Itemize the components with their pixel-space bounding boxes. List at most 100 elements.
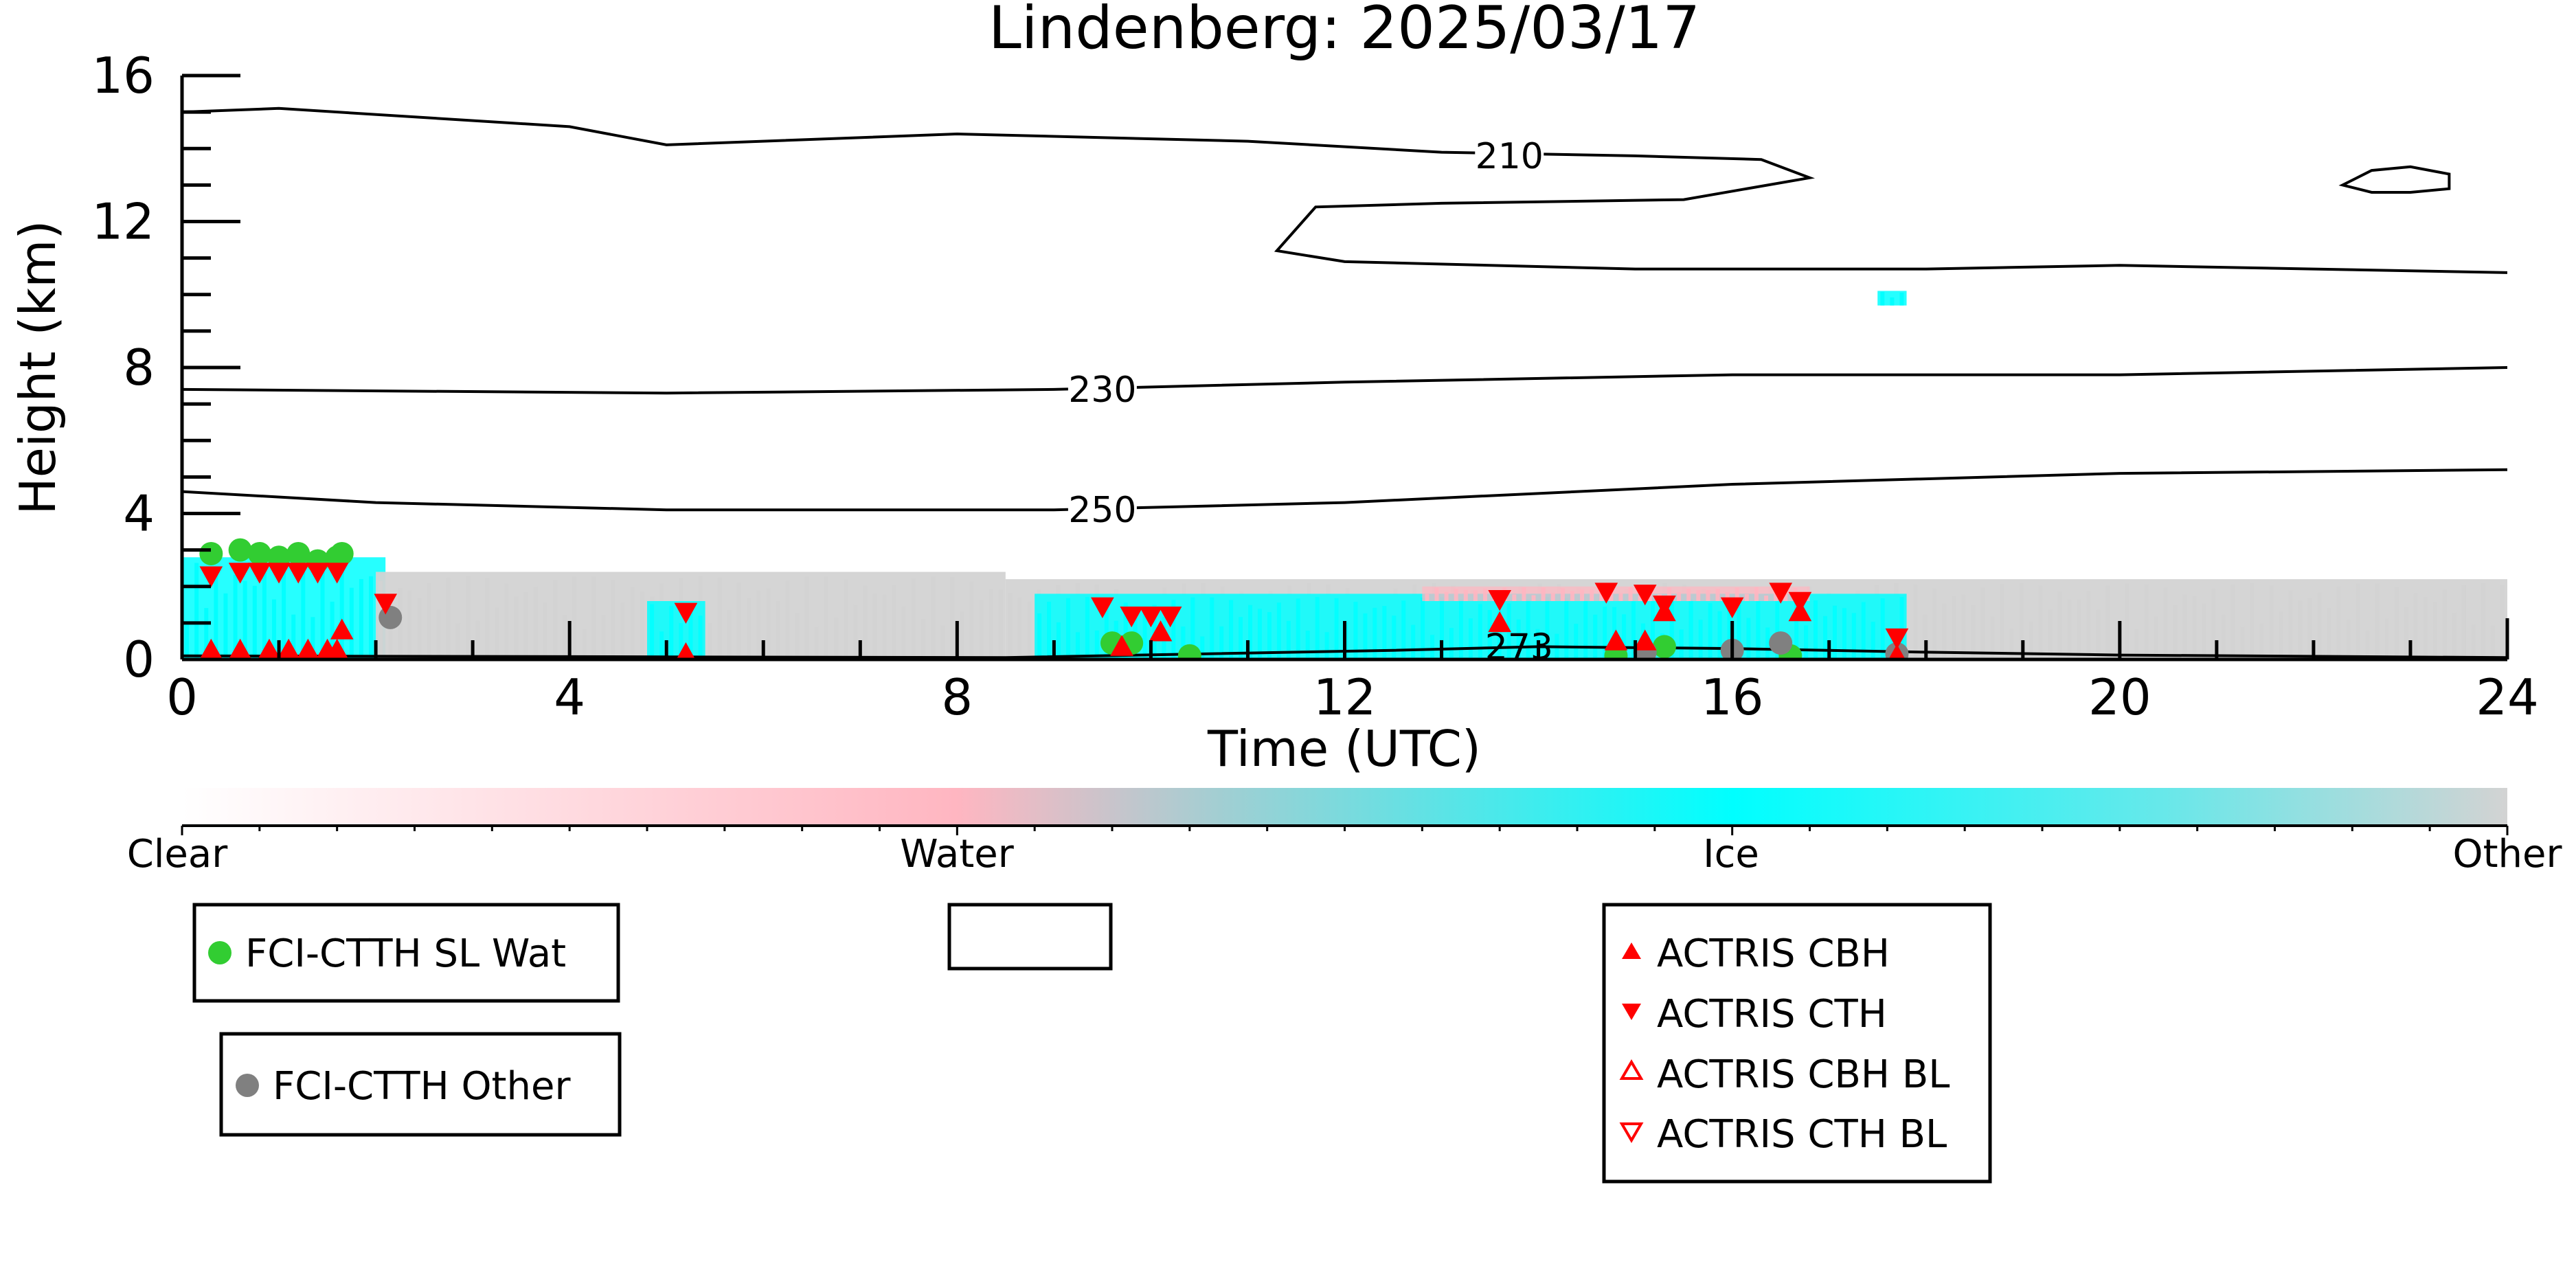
contour-line bbox=[182, 366, 2507, 395]
marker-point bbox=[1594, 583, 1618, 604]
marker-point bbox=[674, 602, 698, 624]
legend-marker-cbh-bl-icon bbox=[1619, 1059, 1644, 1080]
cloud-streak bbox=[1932, 588, 1937, 659]
cloud-streak bbox=[1775, 597, 1780, 659]
cloud-streak bbox=[417, 598, 422, 659]
marker-point bbox=[330, 618, 354, 640]
cloud-streak bbox=[1382, 606, 1387, 659]
cloud-streak bbox=[1487, 610, 1492, 659]
marker-point bbox=[1653, 596, 1676, 617]
marker-point bbox=[1149, 620, 1173, 642]
cloud-streak bbox=[2182, 594, 2187, 659]
cloud-streak bbox=[455, 623, 460, 659]
legend-fci-wat: FCI-CTTH SL Wat bbox=[192, 903, 620, 1003]
cloud-streak bbox=[630, 587, 635, 659]
cloud-streak bbox=[863, 585, 868, 659]
cloud-streak bbox=[853, 605, 858, 659]
cloud-streak bbox=[1248, 605, 1253, 659]
cloud-streak bbox=[2452, 613, 2456, 659]
cloud-streak bbox=[1618, 593, 1623, 601]
legend-actris: ACTRIS CBH ACTRIS CTH ACTRIS CBH BL ACTR… bbox=[1602, 903, 1992, 1184]
cloud-streak bbox=[2442, 589, 2447, 659]
cloud-streak bbox=[882, 594, 887, 659]
cloud-streak bbox=[950, 577, 955, 659]
contour-label: 210 bbox=[1476, 136, 1544, 177]
cloud-streak bbox=[1990, 616, 1995, 659]
cloud-streak bbox=[2394, 587, 2399, 659]
cloud-block-ice bbox=[647, 601, 705, 659]
cloud-streak bbox=[1512, 594, 1517, 601]
cloud-streak bbox=[1715, 589, 1720, 601]
contour-label: 273 bbox=[1485, 626, 1553, 668]
marker-point bbox=[199, 541, 223, 565]
cloud-streak bbox=[2240, 626, 2245, 659]
cloud-streak bbox=[834, 617, 839, 659]
cloud-streak bbox=[1434, 587, 1439, 601]
cloud-streak bbox=[1430, 635, 1435, 659]
cloud-streak bbox=[1324, 632, 1329, 659]
y-axis-label: Height (km) bbox=[9, 221, 67, 515]
cloud-streak bbox=[2192, 596, 2197, 659]
marker-point bbox=[325, 563, 349, 584]
cloud-streak bbox=[1468, 618, 1473, 659]
cloud-streak bbox=[892, 585, 896, 659]
legend-fci-other: FCI-CTTH Other bbox=[219, 1032, 622, 1137]
legend-label: ACTRIS CTH bbox=[1657, 992, 1887, 1037]
cloud-streak bbox=[349, 587, 354, 659]
y-tick-label: 16 bbox=[91, 47, 155, 104]
marker-point bbox=[228, 538, 252, 562]
cloud-streak bbox=[1564, 598, 1569, 659]
cloud-streak bbox=[563, 615, 567, 659]
cloud-streak bbox=[2500, 585, 2505, 659]
cloud-streak bbox=[533, 587, 538, 659]
cloud-streak bbox=[1764, 596, 1769, 601]
cloud-streak bbox=[466, 576, 471, 659]
cloud-streak bbox=[1667, 587, 1671, 601]
cloud-streak bbox=[242, 580, 247, 659]
cloud-streak bbox=[969, 581, 974, 659]
cloud-streak bbox=[436, 609, 441, 659]
cloud-streak bbox=[2134, 629, 2139, 659]
marker-point bbox=[286, 541, 310, 565]
cloud-streak bbox=[1123, 602, 1128, 659]
marker-point bbox=[1788, 591, 1812, 613]
cloud-streak bbox=[1008, 593, 1013, 659]
cloud-streak bbox=[1899, 292, 1904, 306]
marker-point bbox=[1488, 590, 1512, 611]
cloud-streak bbox=[1027, 601, 1032, 659]
marker-point bbox=[1110, 635, 1133, 656]
marker-point bbox=[1120, 606, 1144, 628]
cloud-streak bbox=[2086, 591, 2091, 659]
markers-layer bbox=[199, 538, 1909, 659]
cloud-streak bbox=[2384, 618, 2389, 659]
cloud-streak bbox=[2105, 585, 2110, 659]
legend-marker-cbh-icon bbox=[1622, 942, 1641, 959]
cloud-streak bbox=[2038, 585, 2043, 659]
cloud-streak bbox=[1085, 597, 1089, 659]
cloud-streak bbox=[1631, 601, 1636, 659]
marker-point bbox=[1769, 631, 1793, 655]
cloud-streak bbox=[2336, 586, 2341, 659]
cloud-streak bbox=[727, 609, 732, 659]
cloud-streak bbox=[824, 576, 828, 659]
cloud-streak bbox=[1497, 611, 1502, 659]
cloud-streak bbox=[795, 613, 800, 659]
cloud-streak bbox=[2404, 607, 2408, 659]
cloud-streak bbox=[1560, 588, 1565, 601]
cloud-streak bbox=[1727, 609, 1732, 659]
cloud-streak bbox=[776, 600, 780, 659]
cloud-streak bbox=[1574, 624, 1579, 659]
cloud-streak bbox=[582, 629, 587, 659]
cloud-streak bbox=[2154, 616, 2158, 659]
cloud-streak bbox=[1440, 597, 1445, 659]
cloud-streak bbox=[427, 583, 431, 659]
y-tick-label: 8 bbox=[123, 339, 155, 396]
cloud-streak bbox=[688, 610, 693, 659]
cloud-streak bbox=[1961, 594, 1966, 659]
cloud-streak bbox=[2250, 583, 2255, 659]
cloud-streak bbox=[591, 576, 596, 659]
cloud-streak bbox=[1880, 291, 1885, 306]
cloud-streak bbox=[1190, 597, 1195, 659]
cloud-streak bbox=[1200, 636, 1205, 659]
marker-point bbox=[330, 541, 354, 565]
